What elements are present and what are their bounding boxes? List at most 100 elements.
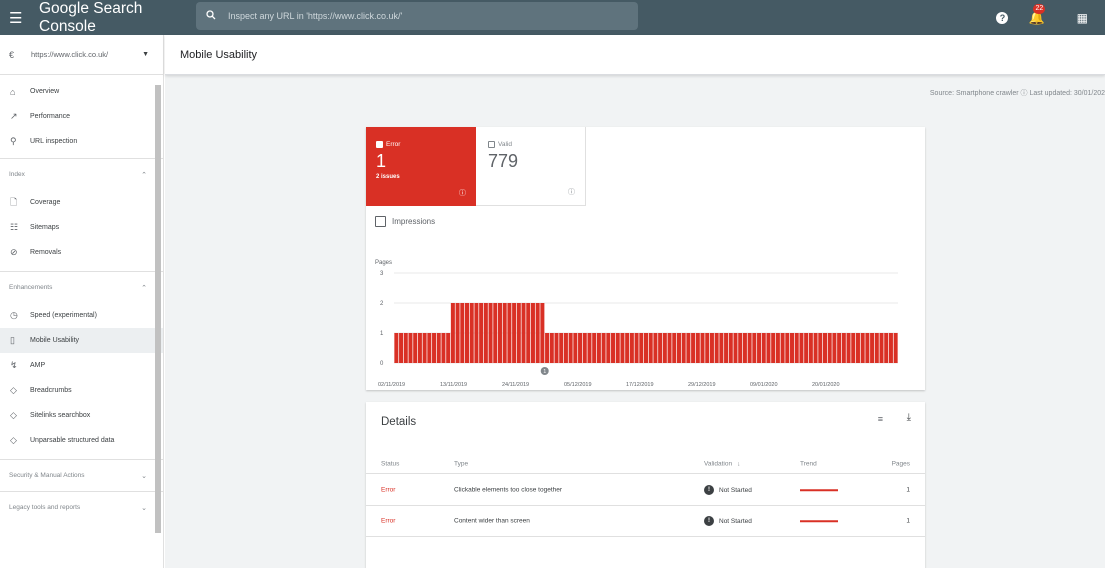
download-icon[interactable]: ⤓ xyxy=(906,412,911,423)
chart-bar xyxy=(874,333,879,363)
help-icon[interactable]: ⓘ xyxy=(568,189,575,196)
summary-chart-card: Error 1 2 issues ⓘ Valid 779 ⓘ Impressio… xyxy=(366,127,925,390)
property-icon: € xyxy=(9,49,15,60)
checkbox-unchecked-icon xyxy=(488,141,495,148)
sidebar-item-sitelinks-searchbox[interactable]: ◇ Sitelinks searchbox xyxy=(0,403,163,428)
chevron-up-icon: ⌃ xyxy=(141,284,147,292)
table-row[interactable]: Error Clickable elements too close toget… xyxy=(366,475,925,506)
chart-bar xyxy=(794,333,799,363)
x-tick-label: 05/12/2019 xyxy=(564,382,592,388)
chart-bar xyxy=(592,333,597,363)
search-input[interactable] xyxy=(228,11,638,21)
row-pages: 1 xyxy=(906,517,910,525)
x-tick-label: 13/11/2019 xyxy=(440,382,467,388)
chart-bar xyxy=(611,333,616,363)
chart-bar xyxy=(709,333,714,363)
chart-bar xyxy=(394,333,399,363)
row-status: Error xyxy=(381,517,396,525)
notifications-button[interactable]: 🔔 22 xyxy=(1028,3,1046,26)
sidebar-item-url-inspection[interactable]: ⚲ URL inspection xyxy=(0,129,163,154)
sidebar-item-breadcrumbs[interactable]: ◇ Breadcrumbs xyxy=(0,378,163,403)
page-header: Mobile Usability xyxy=(165,35,1105,75)
layers-icon: ◇ xyxy=(10,385,17,395)
column-header-validation[interactable]: Validation ↓ xyxy=(704,460,740,467)
sidebar-item-mobile-usability[interactable]: ▯ Mobile Usability xyxy=(0,328,163,353)
chart-bar xyxy=(686,333,691,363)
sidebar-item-performance[interactable]: ↗ Performance xyxy=(0,104,163,129)
chart-annotation-label: 1 xyxy=(543,369,546,375)
valid-tile-label: Valid xyxy=(498,141,512,148)
section-label: Enhancements xyxy=(9,284,53,291)
row-pages: 1 xyxy=(906,486,910,494)
valid-tile[interactable]: Valid 779 ⓘ xyxy=(476,127,586,206)
error-tile[interactable]: Error 1 2 issues ⓘ xyxy=(366,127,476,206)
sidebar-item-sitemaps[interactable]: ☷ Sitemaps xyxy=(0,215,163,240)
chart-bar xyxy=(469,303,474,363)
sidebar-item-label: Speed (experimental) xyxy=(30,312,97,319)
chart-annotation-marker xyxy=(540,367,549,375)
filter-icon[interactable]: ≡ xyxy=(877,414,883,424)
property-url: https://www.click.co.uk/ xyxy=(31,50,109,59)
apps-grid-icon[interactable]: ▦ xyxy=(1076,10,1088,25)
sidebar-scrollbar[interactable] xyxy=(155,85,161,533)
chart-bar xyxy=(465,303,470,363)
url-inspect-search[interactable] xyxy=(196,2,638,30)
chart-bar xyxy=(719,333,724,363)
chart-bar xyxy=(606,333,611,363)
section-security-manual-actions[interactable]: Security & Manual Actions ⌄ xyxy=(0,459,163,491)
chevron-down-icon: ⌄ xyxy=(141,472,147,480)
row-trend xyxy=(800,489,838,491)
chart-bar xyxy=(568,333,573,363)
error-tile-label: Error xyxy=(386,141,401,148)
chart-bar xyxy=(808,333,813,363)
column-header-trend[interactable]: Trend xyxy=(800,460,817,467)
main-content: Source: Smartphone crawler ⓘ Last update… xyxy=(165,75,1105,568)
help-icon[interactable]: ⓘ xyxy=(459,190,466,197)
sidebar-item-coverage[interactable]: 🗋 Coverage xyxy=(0,190,163,215)
chart-bar xyxy=(790,333,795,363)
chart-bar xyxy=(860,333,865,363)
sidebar-item-removals[interactable]: ⊘ Removals xyxy=(0,240,163,265)
row-validation: ! Not Started xyxy=(704,516,752,526)
file-icon: 🗋 xyxy=(10,196,18,207)
y-tick-label: 1 xyxy=(380,331,384,337)
sidebar-item-unparsable-structured-data[interactable]: ◇ Unparsable structured data xyxy=(0,428,163,453)
sidebar-item-speed[interactable]: ◷ Speed (experimental) xyxy=(0,303,163,328)
help-icon[interactable]: ? xyxy=(996,11,1009,24)
chart-bar xyxy=(474,303,479,363)
impressions-checkbox[interactable] xyxy=(375,216,386,227)
y-axis-label: Pages xyxy=(375,260,392,266)
chart-bar xyxy=(587,333,592,363)
chart-bar xyxy=(681,333,686,363)
top-bar: ☰ Google Search Console ? 🔔 22 ▦ xyxy=(0,0,1105,35)
chart-bar xyxy=(483,303,488,363)
sidebar-item-overview[interactable]: ⌂ Overview xyxy=(0,79,163,104)
impressions-toggle[interactable]: Impressions xyxy=(375,216,435,227)
row-validation-label: Not Started xyxy=(719,517,752,525)
sidebar-item-label: Coverage xyxy=(30,199,61,206)
chart-bar xyxy=(625,333,630,363)
chart-bar xyxy=(724,333,729,363)
chart-bar xyxy=(502,303,507,363)
column-header-pages[interactable]: Pages xyxy=(891,460,910,467)
chart-bar xyxy=(761,333,766,363)
chart-bar xyxy=(540,303,545,363)
section-legacy-tools[interactable]: Legacy tools and reports ⌄ xyxy=(0,491,163,523)
arrow-down-icon: ↓ xyxy=(737,460,741,467)
menu-icon[interactable]: ☰ xyxy=(9,9,23,27)
column-header-status[interactable]: Status xyxy=(381,460,400,467)
section-enhancements[interactable]: Enhancements ⌃ xyxy=(0,271,163,303)
app-title[interactable]: Google Search Console xyxy=(39,0,143,35)
column-header-type[interactable]: Type xyxy=(454,460,469,467)
chart-bar xyxy=(667,333,672,363)
section-label: Legacy tools and reports xyxy=(9,504,81,511)
chart-bar xyxy=(747,333,752,363)
sidebar-item-amp[interactable]: ↯ AMP xyxy=(0,353,163,378)
section-index[interactable]: Index ⌃ xyxy=(0,158,163,190)
row-type: Clickable elements too close together xyxy=(454,486,563,494)
chart-bar xyxy=(705,333,710,363)
chart-bar xyxy=(488,303,493,363)
table-row[interactable]: Error Content wider than screen ! Not Sta… xyxy=(366,506,925,537)
sidebar-item-label: Removals xyxy=(30,249,62,256)
property-selector[interactable]: € https://www.click.co.uk/ ▼ xyxy=(0,35,163,75)
